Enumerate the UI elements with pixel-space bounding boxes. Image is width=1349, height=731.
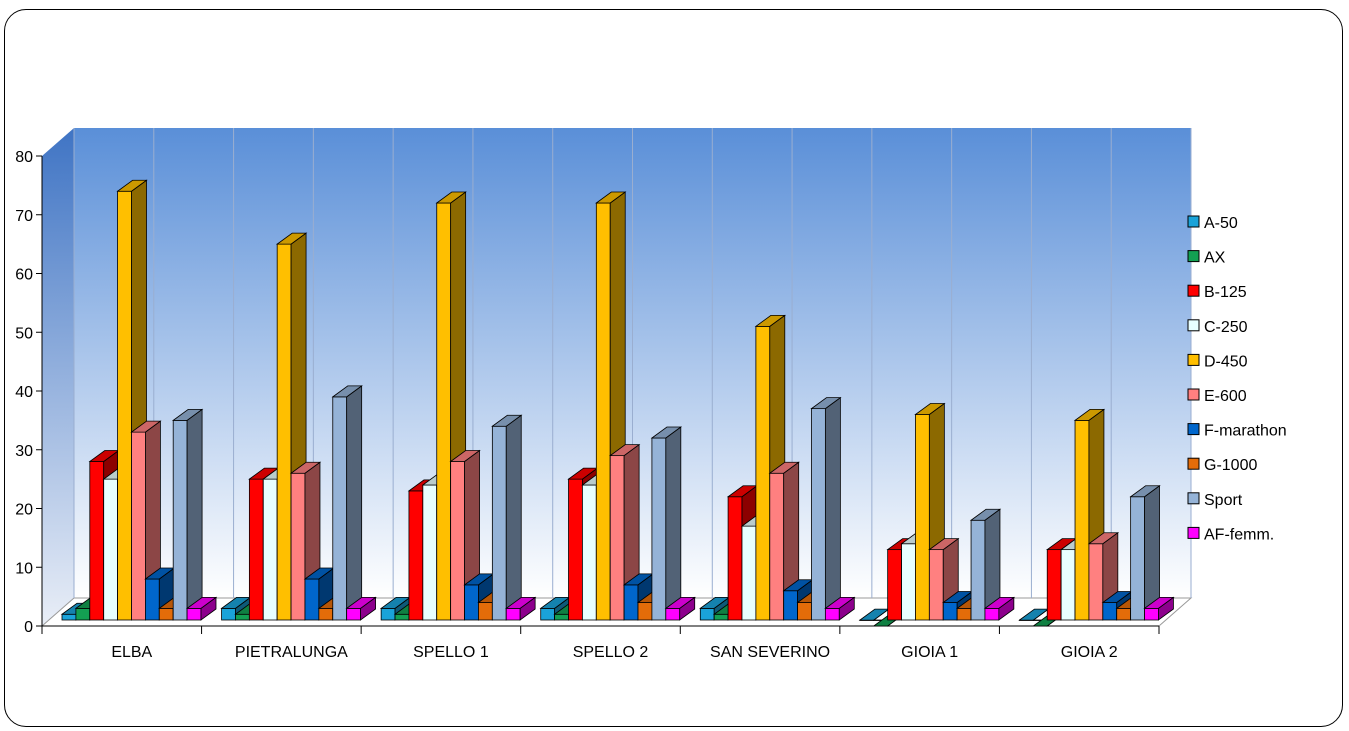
legend-swatch: [1187, 284, 1200, 297]
x-tick-label: SPELLO 1: [413, 644, 489, 661]
y-tick-label: 0: [24, 619, 33, 636]
legend-label: D-450: [1204, 353, 1248, 370]
bar-sport-gioia-2: [1129, 484, 1161, 621]
x-tick-label: ELBA: [111, 644, 152, 661]
legend-item-a-50: A-50: [1187, 215, 1238, 232]
legend-label: B-125: [1204, 284, 1247, 301]
y-tick-label: 60: [15, 267, 33, 284]
bar-sport-elba: [171, 408, 204, 621]
legend-label: A-50: [1204, 215, 1238, 232]
y-tick-label: 80: [15, 149, 33, 166]
side-wall: [42, 128, 74, 626]
legend: A-50 AX B-125 C-250 D-450 E-600 F-marathon G-10…: [1187, 215, 1287, 543]
legend-swatch: [1187, 353, 1200, 366]
legend-swatch: [1187, 250, 1200, 263]
y-tick-label: 40: [15, 384, 33, 401]
bar-e-600-elba: [130, 420, 162, 621]
legend-item-d-450: D-450: [1187, 353, 1248, 370]
bar-af-femm--elba: [185, 596, 218, 621]
legend-label: E-600: [1204, 388, 1247, 405]
y-tick-label: 70: [15, 208, 33, 225]
legend-label: F-marathon: [1204, 423, 1287, 440]
axes: 0 10 20 30 40 50 60 70 80 ELBA PIETRALUNGA SPELLO 1…: [15, 149, 1160, 661]
x-tick-label: GIOIA 1: [901, 644, 958, 661]
x-tick-label: SAN SEVERINO: [710, 644, 830, 661]
legend-item-g-1000: G-1000: [1187, 457, 1257, 474]
bar-af-femm--gioia-1: [983, 596, 1016, 621]
y-tick-label: 20: [15, 502, 33, 519]
y-tick-label: 50: [15, 325, 33, 342]
legend-label: AX: [1204, 250, 1226, 267]
legend-swatch: [1187, 526, 1200, 539]
legend-swatch: [1187, 492, 1200, 505]
x-tick-label: GIOIA 2: [1061, 644, 1118, 661]
legend-swatch: [1187, 215, 1200, 228]
bar-af-femm--spello-2: [664, 596, 696, 621]
bar-af-femm--spello-1: [505, 596, 537, 621]
bar-sport-spello-2: [650, 426, 683, 621]
legend-item-f-marathon: F-marathon: [1187, 423, 1287, 440]
legend-item-af-femm-: AF-femm.: [1187, 526, 1274, 543]
bar-af-femm--pietralunga: [345, 596, 377, 621]
bar-af-femm--san-severino: [824, 596, 856, 621]
x-tick-label: SPELLO 2: [573, 644, 649, 661]
legend-item-c-250: C-250: [1187, 319, 1248, 336]
legend-item-ax: AX: [1187, 250, 1226, 267]
legend-item-b-125: B-125: [1187, 284, 1247, 301]
bar-sport-gioia-1: [969, 508, 1002, 621]
bar-af-femm--gioia-2: [1143, 596, 1175, 621]
legend-label: G-1000: [1204, 457, 1257, 474]
legend-swatch: [1187, 388, 1200, 401]
bars: [60, 179, 1175, 627]
bar-sport-spello-1: [491, 414, 523, 621]
legend-item-e-600: E-600: [1187, 388, 1247, 405]
bar-e-600-san-severino: [768, 461, 800, 621]
legend-swatch: [1187, 423, 1200, 436]
legend-swatch: [1187, 457, 1200, 470]
x-tick-label: PIETRALUNGA: [235, 644, 348, 661]
legend-label: Sport: [1204, 492, 1243, 509]
bar-sport-san-severino: [810, 396, 842, 621]
legend-item-sport: Sport: [1187, 492, 1243, 509]
legend-swatch: [1187, 319, 1200, 332]
legend-label: C-250: [1204, 319, 1248, 336]
legend-label: AF-femm.: [1204, 526, 1274, 543]
y-tick-label: 30: [15, 443, 33, 460]
bar-sport-pietralunga: [331, 385, 363, 621]
y-tick-label: 10: [15, 560, 33, 577]
